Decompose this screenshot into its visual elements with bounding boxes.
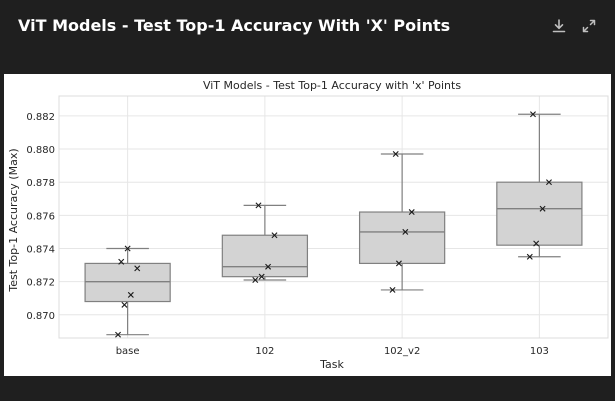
point-stroke (533, 240, 540, 247)
chart-title: ViT Models - Test Top-1 Accuracy with 'x… (203, 79, 461, 92)
point-stroke (265, 263, 272, 270)
x-tick-label: 102_v2 (384, 346, 420, 357)
point-stroke (271, 232, 278, 239)
y-tick-label: 0.880 (26, 145, 55, 156)
data-point (124, 245, 131, 252)
point-stroke (389, 286, 396, 293)
point-stroke (529, 111, 536, 118)
box-iqr (84, 262, 171, 303)
y-tick-label: 0.874 (26, 244, 55, 255)
data-point (127, 291, 134, 298)
card-footer (0, 376, 615, 401)
y-tick-label: 0.870 (26, 311, 55, 322)
data-point (134, 265, 141, 272)
data-point (392, 151, 399, 158)
point-stroke (252, 276, 259, 283)
data-point (402, 228, 409, 235)
data-point (545, 179, 552, 186)
data-point (533, 240, 540, 247)
point-stroke (545, 179, 552, 186)
box-102 (221, 204, 309, 281)
y-tick-label: 0.876 (26, 211, 55, 222)
expand-icon-glyph (582, 19, 596, 33)
box-plot: ViT Models - Test Top-1 Accuracy with 'x… (7, 79, 609, 371)
data-point (258, 273, 265, 280)
point-stroke (121, 301, 128, 308)
y-tick-label: 0.882 (26, 112, 55, 123)
point-stroke (118, 258, 125, 265)
point-stroke (539, 205, 546, 212)
data-point (389, 286, 396, 293)
expand-icon[interactable] (577, 14, 601, 38)
data-point (121, 301, 128, 308)
point-stroke (258, 273, 265, 280)
data-point (252, 276, 259, 283)
point-stroke (408, 209, 415, 216)
x-tick-label: 103 (530, 346, 549, 357)
point-stroke (395, 260, 402, 267)
point-stroke (526, 253, 533, 260)
data-point (529, 111, 536, 118)
chart-panel: ViT Models - Test Top-1 Accuracy with 'x… (4, 74, 611, 376)
data-point (115, 331, 122, 338)
box-base (84, 247, 171, 336)
point-stroke (255, 202, 262, 209)
x-tick-label: base (116, 346, 140, 357)
point-stroke (115, 331, 122, 338)
data-point (526, 253, 533, 260)
point-stroke (124, 245, 131, 252)
card-header: ViT Models - Test Top-1 Accuracy With 'X… (0, 0, 615, 72)
point-stroke (402, 228, 409, 235)
download-icon[interactable] (547, 14, 571, 38)
data-point (118, 258, 125, 265)
data-point (539, 205, 546, 212)
download-icon-glyph (552, 19, 566, 33)
box-102_v2 (358, 153, 446, 291)
point-stroke (134, 265, 141, 272)
data-point (395, 260, 402, 267)
plot-frame (58, 95, 609, 339)
box-iqr (358, 211, 446, 265)
point-stroke (127, 291, 134, 298)
data-point (408, 209, 415, 216)
x-tick-label: 102 (255, 346, 274, 357)
card-title: ViT Models - Test Top-1 Accuracy With 'X… (18, 16, 451, 35)
point-stroke (392, 151, 399, 158)
box-iqr (496, 181, 583, 246)
data-point (265, 263, 272, 270)
box-103 (496, 113, 583, 258)
data-point (255, 202, 262, 209)
data-point (271, 232, 278, 239)
box-iqr (221, 234, 309, 278)
y-tick-label: 0.878 (26, 178, 55, 189)
x-axis-label: Task (319, 358, 344, 371)
y-tick-label: 0.872 (26, 278, 55, 289)
y-axis-label: Test Top-1 Accuracy (Max) (7, 148, 20, 292)
